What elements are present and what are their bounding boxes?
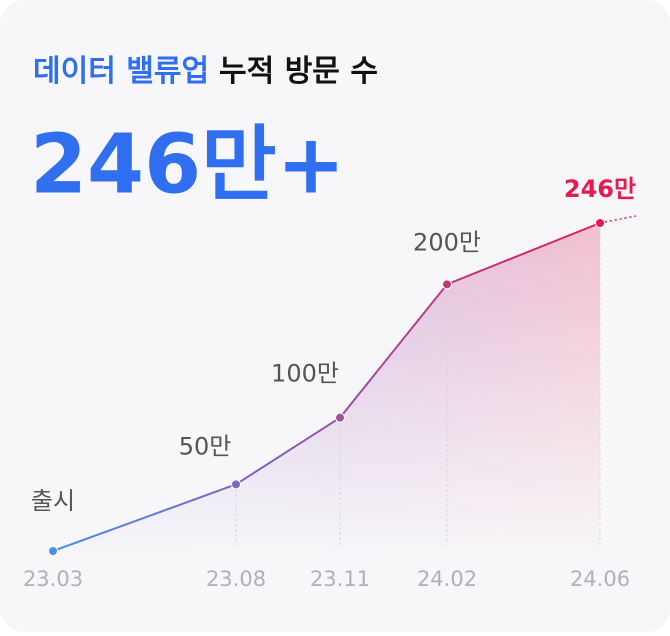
- x-tick-label: 23.08: [206, 567, 266, 591]
- point: [48, 546, 58, 556]
- area: [53, 223, 600, 551]
- headline: 246만+: [30, 117, 345, 212]
- chart-title: 데이터 밸류업 누적 방문 수: [33, 54, 378, 89]
- value-label: 50만: [179, 432, 232, 460]
- x-tick-label: 24.06: [570, 567, 630, 591]
- value-label: 200만: [413, 228, 481, 256]
- plot: 출시 23.03 50만 23.08 100만 23.11 200만 24.02 246만 24.…: [23, 175, 637, 591]
- x-tick-label: 23.03: [23, 567, 83, 591]
- point: [231, 479, 241, 490]
- title-highlight: 데이터 밸류업: [33, 54, 209, 89]
- value-label: 246만: [564, 175, 636, 203]
- x-tick-label: 23.11: [310, 567, 370, 591]
- point: [595, 218, 605, 228]
- point: [442, 279, 452, 290]
- x-tick-label: 24.02: [417, 567, 477, 591]
- trend-extension: [599, 215, 637, 224]
- value-label: 100만: [271, 360, 339, 388]
- value-label: 출시: [31, 487, 75, 515]
- point: [335, 412, 345, 423]
- title-text: 누적 방문 수: [219, 54, 378, 89]
